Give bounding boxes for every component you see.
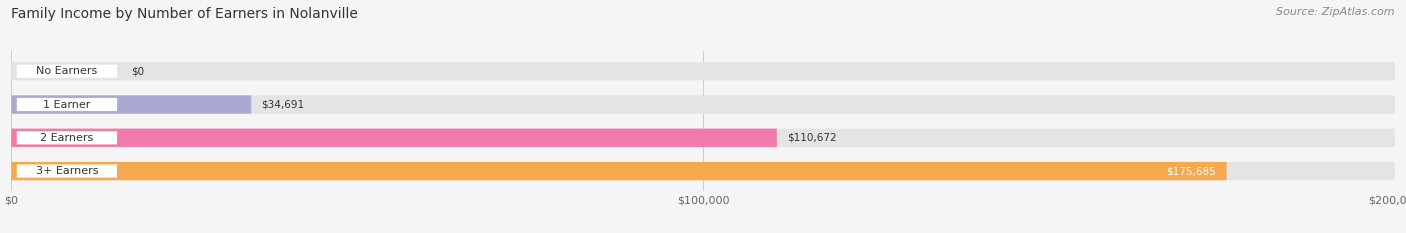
FancyBboxPatch shape xyxy=(11,95,252,114)
Text: No Earners: No Earners xyxy=(37,66,97,76)
FancyBboxPatch shape xyxy=(11,162,1226,180)
Text: Family Income by Number of Earners in Nolanville: Family Income by Number of Earners in No… xyxy=(11,7,359,21)
FancyBboxPatch shape xyxy=(17,131,117,144)
Text: 2 Earners: 2 Earners xyxy=(41,133,94,143)
Text: 3+ Earners: 3+ Earners xyxy=(35,166,98,176)
FancyBboxPatch shape xyxy=(11,129,778,147)
Text: $0: $0 xyxy=(131,66,143,76)
Text: $175,685: $175,685 xyxy=(1167,166,1216,176)
FancyBboxPatch shape xyxy=(17,98,117,111)
Text: $34,691: $34,691 xyxy=(262,99,305,110)
FancyBboxPatch shape xyxy=(17,164,117,178)
Text: 1 Earner: 1 Earner xyxy=(44,99,90,110)
FancyBboxPatch shape xyxy=(11,62,1395,80)
Text: $110,672: $110,672 xyxy=(787,133,837,143)
FancyBboxPatch shape xyxy=(11,129,1395,147)
FancyBboxPatch shape xyxy=(11,162,1395,180)
FancyBboxPatch shape xyxy=(11,95,1395,114)
Text: Source: ZipAtlas.com: Source: ZipAtlas.com xyxy=(1277,7,1395,17)
FancyBboxPatch shape xyxy=(17,65,117,78)
